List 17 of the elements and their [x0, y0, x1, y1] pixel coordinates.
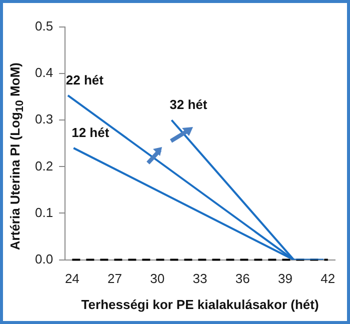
x-tick-label: 27 [108, 271, 122, 286]
annotation: 12 hét [72, 125, 110, 140]
x-tick-label: 33 [192, 271, 208, 286]
annotation: 22 hét [66, 72, 104, 88]
x-tick-label: 30 [150, 271, 165, 286]
x-axis-title: Terhességi kor PE kialakulásakor (hét) [81, 296, 319, 312]
x-tick-label: 39 [278, 271, 293, 286]
y-tick-label: 0.1 [34, 204, 54, 220]
x-tick-label: 36 [235, 271, 250, 286]
y-tick-label: 0.5 [34, 18, 54, 34]
y-tick-label: 0.0 [34, 251, 54, 266]
y-tick-label: 0.2 [34, 158, 54, 174]
y-tick-label: 0.4 [34, 65, 54, 80]
annotation: 32 hét [170, 97, 208, 112]
x-tick-label: 42 [320, 271, 336, 286]
x-tick-label: 24 [64, 271, 80, 286]
y-tick-label: 0.3 [34, 112, 54, 127]
